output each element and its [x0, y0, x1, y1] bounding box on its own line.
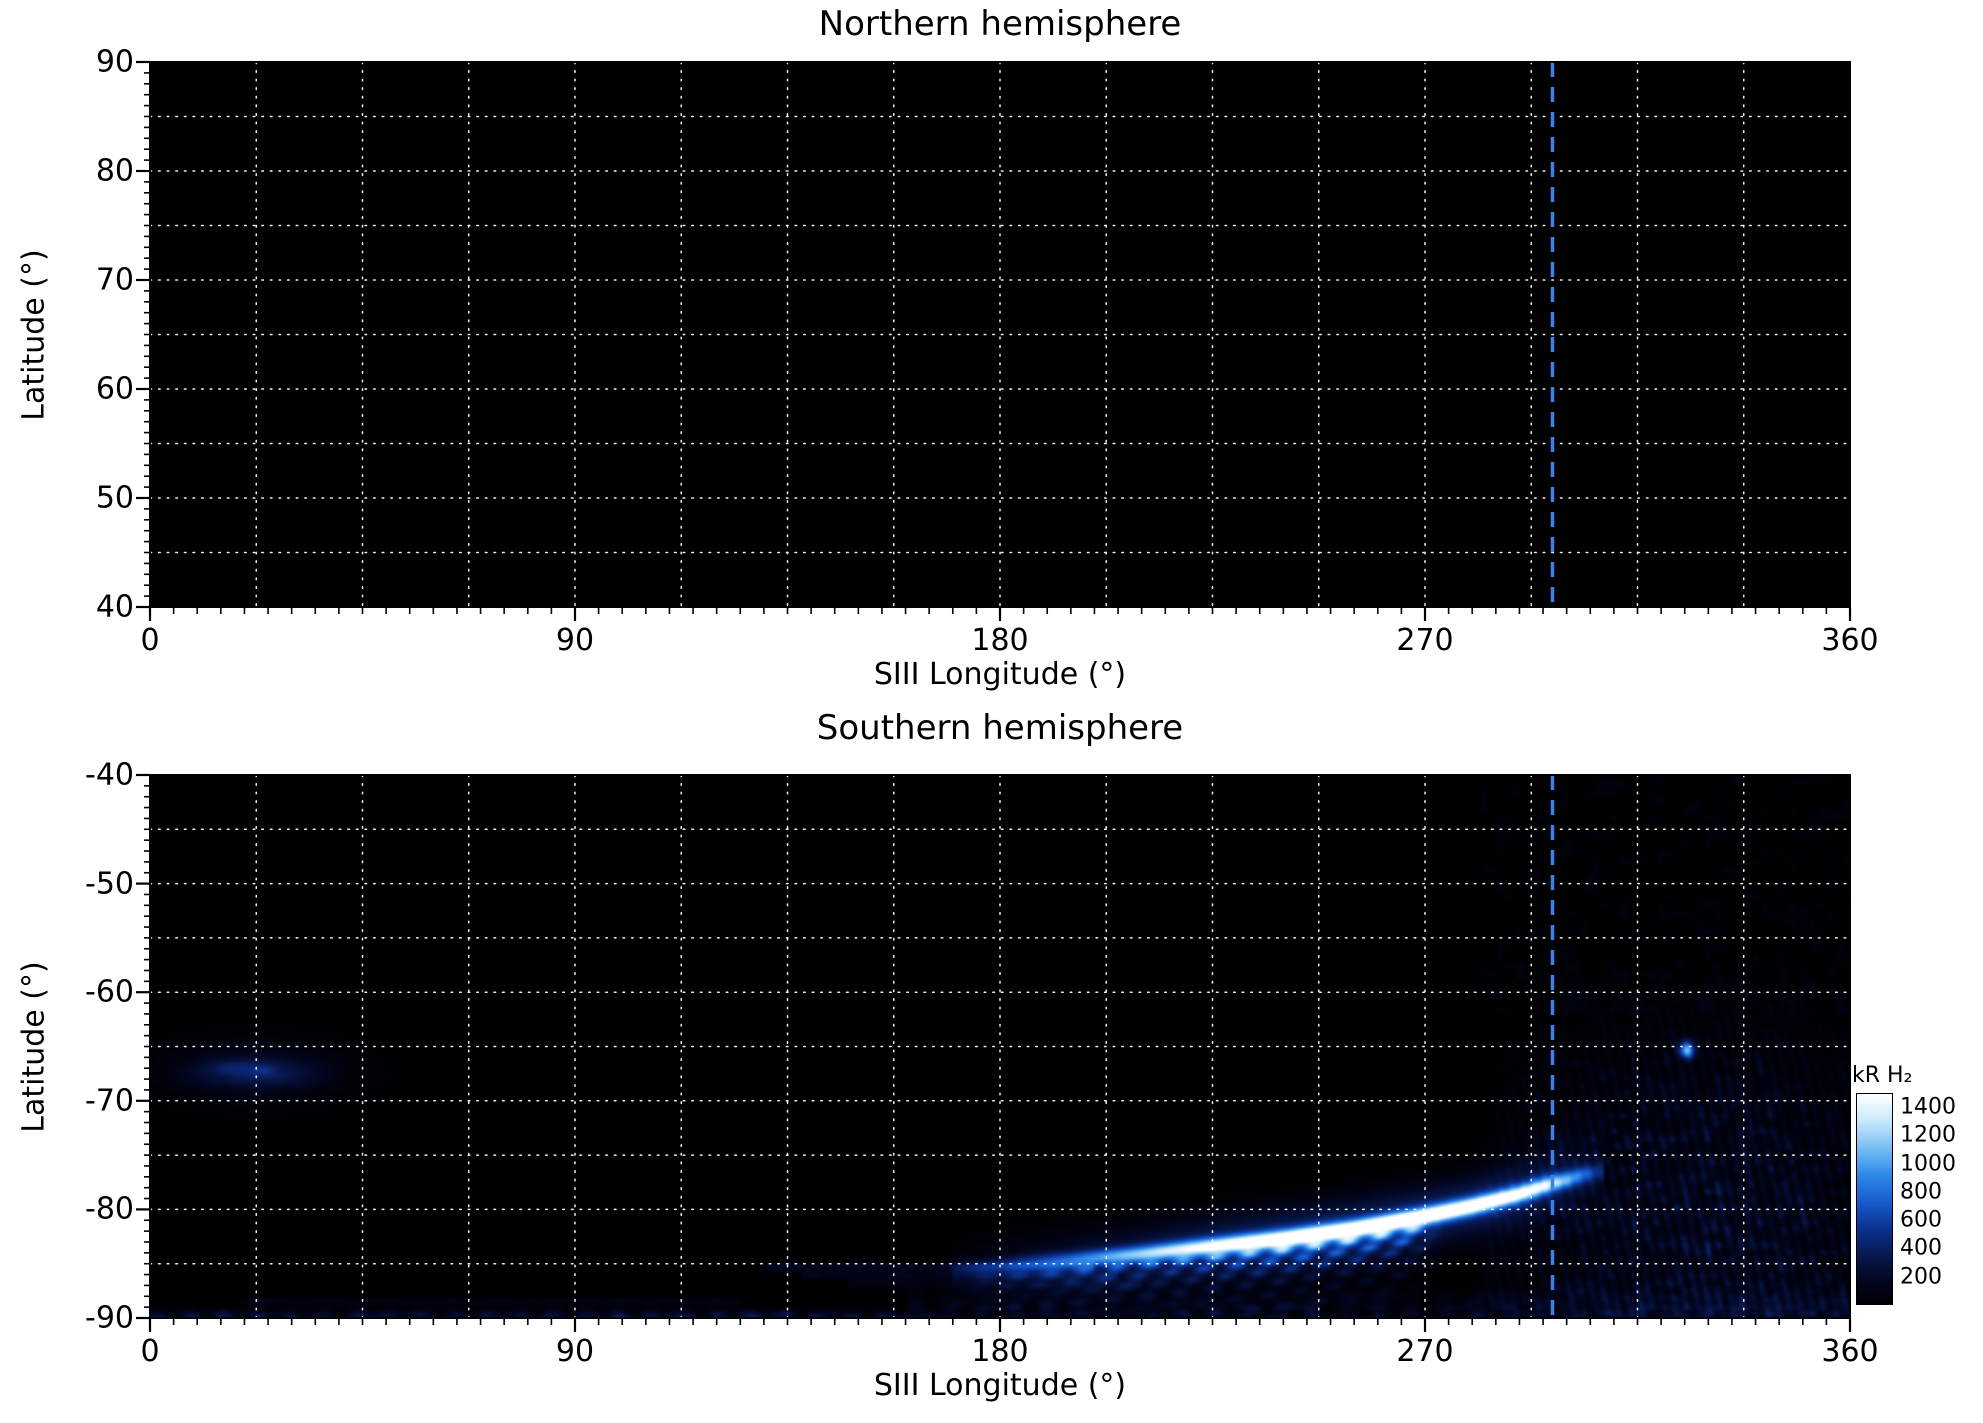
colorbar-tick-label: 600 [1900, 1207, 1942, 1233]
south-y-tick-label: -60 [85, 974, 134, 1010]
south-gridlines [149, 774, 1851, 1319]
colorbar-tick-label: 1200 [1900, 1122, 1956, 1148]
south-y-tick-label: -50 [85, 866, 134, 902]
north-y-tick-label: 40 [95, 589, 134, 625]
north-panel-title: Northern hemisphere [818, 4, 1182, 44]
colorbar-tick-label: 400 [1900, 1235, 1942, 1261]
south-tick-marks [136, 773, 1852, 1332]
north-tick-marks [136, 60, 1852, 621]
south-y-tick-label: -40 [85, 757, 134, 793]
colorbar-tick-label: 1400 [1900, 1094, 1956, 1120]
south-x-tick-label: 270 [1396, 1334, 1454, 1369]
north-gridlines [149, 61, 1851, 608]
colorbar-tick-label: 1000 [1900, 1151, 1956, 1177]
north-y-tick-label: 60 [95, 371, 134, 407]
south-x-tick-label: 0 [140, 1334, 160, 1369]
north-y-tick-label: 90 [95, 44, 134, 80]
north-y-tick-label: 50 [95, 480, 134, 516]
colorbar-tick-label: 800 [1900, 1179, 1942, 1205]
colorbar-title: kR H₂ [1852, 1063, 1913, 1088]
south-y-tick-label: -80 [85, 1191, 134, 1227]
north-y-tick-label: 70 [95, 262, 134, 298]
north-y-tick-label: 80 [95, 153, 134, 189]
south-y-tick-label: -90 [85, 1300, 134, 1336]
north-x-tick-label: 180 [971, 623, 1029, 658]
north-x-axis-label: SIII Longitude (°) [873, 657, 1127, 692]
north-x-tick-label: 360 [1821, 623, 1879, 658]
south-panel-title: Southern hemisphere [816, 708, 1184, 748]
north-x-tick-label: 90 [555, 623, 595, 658]
north-x-tick-label: 0 [140, 623, 160, 658]
south-x-tick-label: 360 [1821, 1334, 1879, 1369]
south-y-tick-label: -70 [85, 1083, 134, 1119]
south-x-tick-label: 90 [555, 1334, 595, 1369]
south-x-axis-label: SIII Longitude (°) [873, 1368, 1127, 1403]
north-x-tick-label: 270 [1396, 623, 1454, 658]
colorbar [1856, 1093, 1893, 1305]
south-x-tick-label: 180 [971, 1334, 1029, 1369]
colorbar-tick-label: 200 [1900, 1264, 1942, 1290]
